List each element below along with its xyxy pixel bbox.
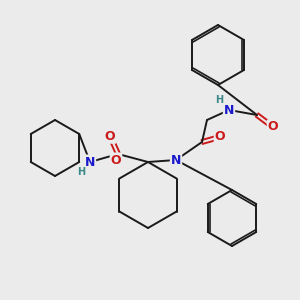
Text: H: H (77, 167, 85, 177)
Text: O: O (105, 130, 115, 142)
Text: N: N (85, 155, 95, 169)
Text: O: O (111, 154, 121, 166)
Text: N: N (171, 154, 181, 166)
Text: O: O (105, 130, 115, 142)
Text: H: H (215, 95, 223, 105)
Text: O: O (268, 121, 278, 134)
Text: N: N (224, 103, 234, 116)
Text: O: O (215, 130, 225, 143)
